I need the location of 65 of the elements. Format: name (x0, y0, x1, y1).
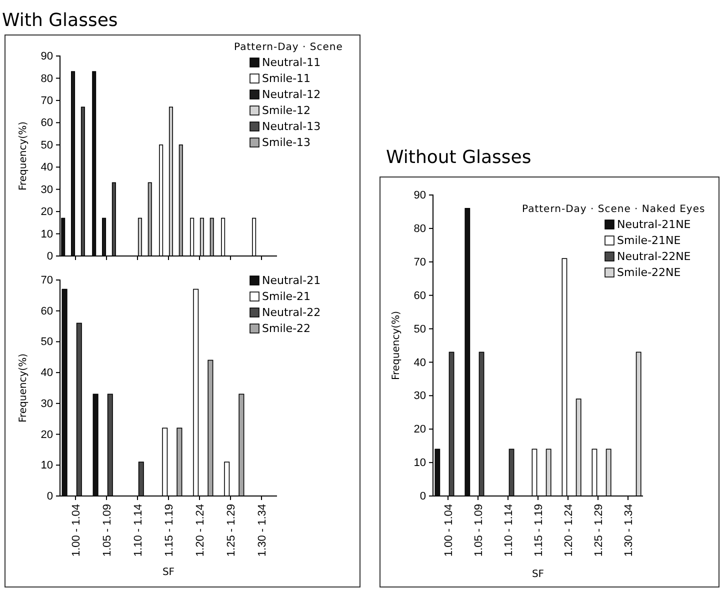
y-axis-title: Frequency(%) (18, 353, 29, 422)
y-tick-label: 20 (40, 428, 53, 441)
legend-label: Smile-21NE (617, 234, 681, 247)
y-tick-label: 50 (40, 336, 53, 348)
x-tick-label: 1.15 - 1.19 (532, 504, 545, 557)
x-tick-label: 1.10 - 1.14 (502, 504, 515, 557)
x-tick-label: 1.25 - 1.29 (592, 504, 605, 557)
y-tick-label: 60 (414, 290, 426, 302)
y-tick-label: 70 (40, 94, 53, 107)
legend-label: Neutral-13 (262, 120, 321, 133)
y-tick-label: 30 (40, 184, 53, 196)
y-tick-label: 10 (40, 460, 53, 472)
y-tick-label: 10 (414, 457, 426, 470)
x-tick-label: 1.00 - 1.04 (70, 504, 82, 557)
y-tick-label: 40 (40, 162, 53, 174)
legend-label: Neutral-22 (262, 306, 321, 319)
x-tick-label: 1.20 - 1.24 (194, 504, 206, 557)
legend-label: Smile-22 (262, 322, 311, 335)
chart-title: Without Glasses (386, 147, 532, 168)
legend-label: Neutral-21 (262, 274, 321, 287)
y-tick-label: 80 (40, 72, 53, 85)
x-tick-label: 1.15 - 1.19 (163, 504, 176, 557)
y-tick-label: 60 (40, 305, 53, 318)
legend-label: Smile-22NE (617, 266, 681, 279)
legend-label: Neutral-12 (262, 88, 321, 101)
y-tick-label: 90 (414, 190, 426, 202)
legend-label: Smile-21 (262, 290, 311, 303)
y-tick-label: 0 (420, 490, 426, 503)
legend-title: Pattern-Day · Scene (234, 42, 343, 53)
legend-title: Pattern-Day · Scene · Naked Eyes (522, 204, 706, 215)
x-tick-label: 1.25 - 1.29 (225, 504, 238, 557)
y-tick-label: 0 (46, 250, 53, 263)
legend-label: Smile-12 (262, 104, 311, 117)
x-tick-label: 1.30 - 1.34 (622, 504, 635, 557)
x-axis-title: SF (532, 569, 544, 580)
y-tick-label: 50 (414, 323, 426, 336)
y-tick-label: 0 (46, 490, 53, 503)
x-tick-label: 1.20 - 1.24 (562, 504, 575, 557)
y-axis-title: Frequency(%) (18, 121, 29, 190)
legend-label: Neutral-11 (262, 56, 321, 69)
x-tick-label: 1.10 - 1.14 (132, 504, 144, 557)
x-tick-label: 1.05 - 1.09 (472, 504, 485, 557)
legend-label: Smile-13 (262, 136, 311, 149)
y-tick-label: 40 (40, 367, 53, 380)
y-tick-label: 20 (40, 206, 53, 218)
y-tick-label: 40 (414, 356, 426, 369)
legend-label: Neutral-21NE (617, 218, 691, 231)
chart-title: With Glasses (2, 10, 118, 31)
y-tick-label: 60 (40, 117, 53, 130)
x-tick-label: 1.30 - 1.34 (256, 504, 268, 557)
y-tick-label: 10 (40, 228, 53, 240)
x-axis-title: SF (162, 567, 175, 578)
x-tick-label: 1.00 - 1.04 (442, 504, 455, 557)
y-axis-title: Frequency(%) (391, 310, 402, 380)
y-tick-label: 70 (40, 274, 53, 287)
y-tick-label: 90 (40, 50, 53, 63)
legend-label: Neutral-22NE (617, 250, 691, 263)
y-tick-label: 30 (414, 390, 426, 402)
y-tick-label: 20 (414, 424, 426, 436)
legend-label: Smile-11 (262, 72, 311, 85)
y-tick-label: 30 (40, 398, 53, 410)
y-tick-label: 80 (414, 222, 426, 235)
x-tick-label: 1.05 - 1.09 (101, 504, 114, 557)
y-tick-label: 50 (40, 139, 53, 152)
y-tick-label: 70 (414, 256, 426, 268)
